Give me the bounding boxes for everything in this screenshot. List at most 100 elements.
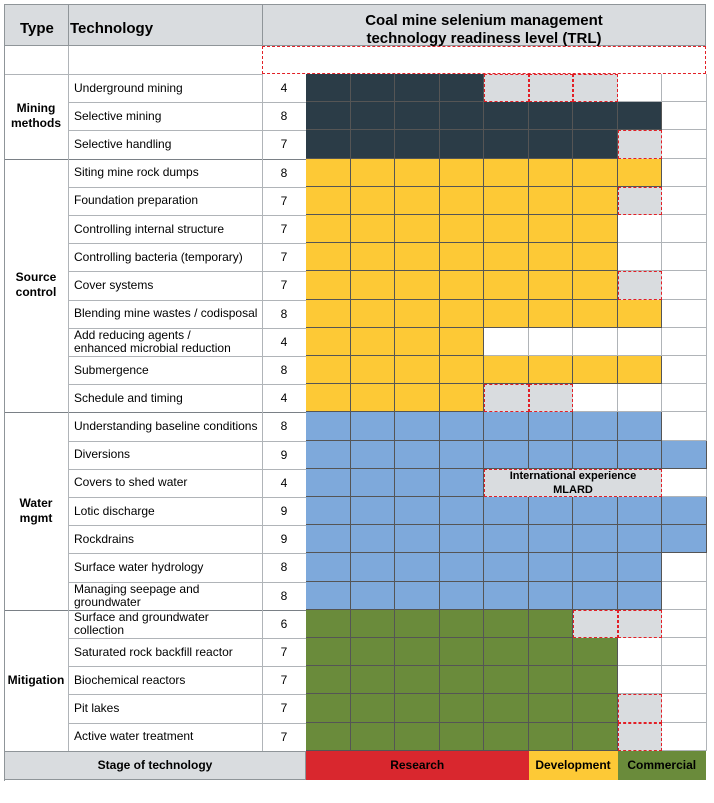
header-row — [4, 4, 706, 46]
technology-name: Schedule and timing — [68, 384, 262, 412]
technology-name-line1: Rockdrains — [74, 531, 135, 546]
trl-cell — [439, 102, 484, 131]
trl-cell — [573, 384, 618, 413]
trl-cell — [617, 553, 662, 582]
row-divider — [68, 468, 306, 470]
note-line1: International experience — [509, 469, 637, 482]
trl-cell — [484, 440, 529, 469]
group-label-line1: Mining — [16, 101, 56, 116]
trl-value: 7 — [280, 250, 288, 265]
technology-name: Understanding baseline conditions — [68, 412, 262, 440]
blank-divider — [68, 46, 69, 74]
technology-name: Add reducing agents / enhanced microbial … — [68, 328, 262, 356]
trl-cell — [439, 356, 484, 385]
stage-development: Development — [528, 750, 618, 780]
type-header: Type — [20, 20, 54, 37]
trl-cell — [484, 243, 529, 272]
trl-value: 8 — [280, 363, 288, 378]
group-label-line2: control — [15, 285, 57, 300]
trl-cell — [617, 158, 662, 187]
trl-cell — [439, 440, 484, 469]
trl-cell — [528, 186, 573, 215]
trl-cell — [528, 581, 573, 610]
trl-cell — [350, 497, 395, 526]
trl-cell — [573, 299, 618, 328]
row-divider — [68, 440, 306, 442]
trl-cell — [350, 74, 395, 103]
trl-cell — [395, 525, 440, 554]
trl-cell — [528, 694, 573, 723]
technology-name-line1: Surface water hydrology — [74, 559, 204, 574]
trl-cell — [484, 694, 529, 723]
trl-cell — [528, 553, 573, 582]
trl-cell — [350, 102, 395, 131]
trl-cell — [350, 243, 395, 272]
trl-cell — [617, 666, 662, 695]
trl-value: 8 — [280, 109, 288, 124]
row-divider — [68, 638, 306, 639]
stage-research: Research — [306, 750, 529, 780]
trl-cell — [395, 468, 440, 497]
trl-cell — [484, 581, 529, 610]
group-label: Mitigation — [4, 610, 68, 751]
trl-cell — [395, 158, 440, 187]
row-divider — [68, 130, 306, 132]
trl-cell — [395, 638, 440, 667]
trl-cell — [439, 666, 484, 695]
trl-cell — [662, 722, 707, 751]
blank-row — [4, 74, 262, 75]
trl-value: 7 — [280, 193, 288, 208]
trl-cell — [617, 412, 662, 441]
technology-name-line1: Controlling internal structure — [74, 221, 225, 236]
row-divider — [68, 215, 306, 216]
trl-cell — [395, 553, 440, 582]
trl-cell — [662, 102, 707, 131]
group-label-line1: Mitigation — [7, 672, 65, 687]
trl-cell — [306, 412, 351, 441]
trl-cell — [617, 215, 662, 244]
trl-cell — [617, 525, 662, 554]
technology-name-line1: Lotic discharge — [74, 503, 155, 518]
trl-value: 4 — [280, 475, 288, 490]
row-divider — [68, 186, 306, 188]
trl-cell — [484, 327, 529, 356]
technology-name-line1: Selective handling — [74, 136, 172, 151]
trl-cell — [573, 186, 618, 215]
trl-cell — [662, 609, 707, 638]
trl-cell — [350, 440, 395, 469]
trl-cell — [306, 553, 351, 582]
trl-cell — [395, 412, 440, 441]
technology-name: Rockdrains — [68, 525, 262, 553]
trl-cell — [528, 243, 573, 272]
trl-cell — [439, 130, 484, 159]
trl-cell — [350, 638, 395, 667]
trl-cell — [573, 694, 618, 723]
trl-cell — [306, 74, 351, 103]
technology-name-line1: Saturated rock backfill reactor — [74, 644, 233, 659]
trl-value: 4 — [280, 81, 288, 96]
trl-cell — [306, 609, 351, 638]
technology-name: Controlling bacteria (temporary) — [68, 243, 262, 271]
trl-cell — [617, 356, 662, 385]
trl-cell — [617, 722, 662, 751]
group-divider — [4, 158, 306, 160]
trl-cell — [617, 186, 662, 215]
trl-cell — [484, 356, 529, 385]
trl-cell — [439, 271, 484, 300]
trl-cell — [350, 384, 395, 413]
technology-name: Covers to shed water — [68, 469, 262, 497]
column-divider — [262, 74, 263, 751]
trl-cell — [662, 243, 707, 272]
trl-cell — [662, 186, 707, 215]
trl-cell — [617, 638, 662, 667]
trl-cell — [484, 553, 529, 582]
header-divider — [262, 4, 263, 46]
trl-title-line1: Coal mine selenium management — [365, 12, 603, 29]
technology-name-line1: Understanding baseline conditions — [74, 418, 258, 433]
trl-cell — [662, 215, 707, 244]
stage-of-technology-label: Stage of technology — [4, 750, 306, 780]
technology-name-line1: Pit lakes — [74, 700, 120, 715]
trl-cell — [484, 638, 529, 667]
trl-cell — [395, 215, 440, 244]
